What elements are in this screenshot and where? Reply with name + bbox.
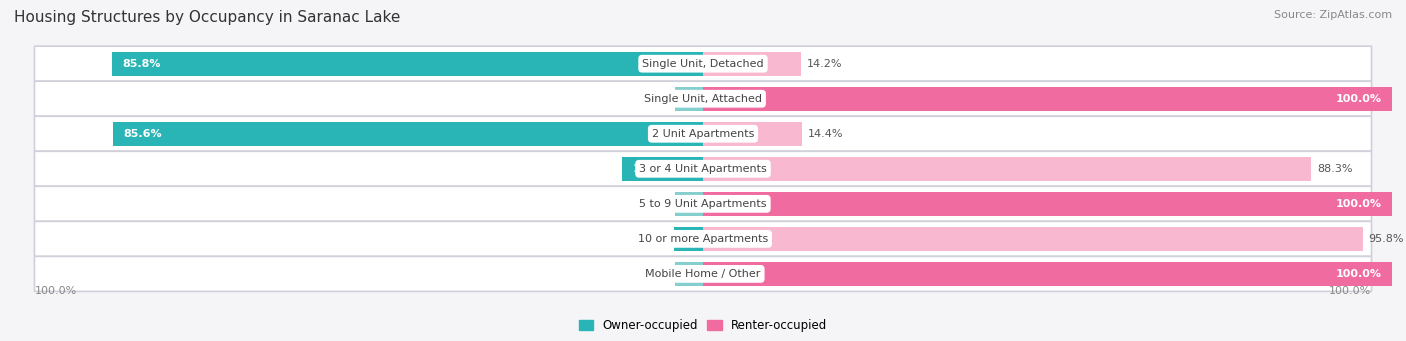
Text: 85.6%: 85.6% [124, 129, 162, 139]
Bar [114, 122, 703, 146]
FancyBboxPatch shape [35, 81, 1371, 116]
Bar [112, 52, 703, 76]
Text: 10 or more Apartments: 10 or more Apartments [638, 234, 768, 244]
Text: 100.0%: 100.0% [1336, 199, 1382, 209]
Bar [673, 227, 703, 251]
Text: Housing Structures by Occupancy in Saranac Lake: Housing Structures by Occupancy in Saran… [14, 10, 401, 25]
Bar [703, 262, 1392, 286]
Text: 95.8%: 95.8% [1368, 234, 1405, 244]
Text: 4.2%: 4.2% [685, 234, 716, 244]
Bar [703, 227, 1362, 251]
Bar [675, 192, 703, 216]
Bar [675, 262, 703, 286]
FancyBboxPatch shape [35, 151, 1371, 186]
Text: 100.0%: 100.0% [35, 286, 77, 296]
Text: 2 Unit Apartments: 2 Unit Apartments [652, 129, 754, 139]
FancyBboxPatch shape [35, 256, 1371, 292]
Text: Single Unit, Detached: Single Unit, Detached [643, 59, 763, 69]
Text: 0.0%: 0.0% [641, 269, 669, 279]
FancyBboxPatch shape [35, 116, 1371, 151]
Text: 14.4%: 14.4% [807, 129, 844, 139]
Text: 100.0%: 100.0% [1336, 94, 1382, 104]
Text: 11.7%: 11.7% [633, 164, 671, 174]
Text: 0.0%: 0.0% [641, 199, 669, 209]
Bar [703, 157, 1312, 181]
FancyBboxPatch shape [35, 46, 1371, 81]
Bar [703, 122, 803, 146]
Text: Mobile Home / Other: Mobile Home / Other [645, 269, 761, 279]
FancyBboxPatch shape [35, 186, 1371, 221]
FancyBboxPatch shape [35, 221, 1371, 256]
Text: 0.0%: 0.0% [641, 94, 669, 104]
Text: 85.8%: 85.8% [122, 59, 160, 69]
Text: 5 to 9 Unit Apartments: 5 to 9 Unit Apartments [640, 199, 766, 209]
Bar [703, 87, 1392, 110]
Bar [675, 87, 703, 110]
Text: 88.3%: 88.3% [1317, 164, 1353, 174]
Text: Source: ZipAtlas.com: Source: ZipAtlas.com [1274, 10, 1392, 20]
Bar [703, 52, 801, 76]
Bar [623, 157, 703, 181]
Text: 14.2%: 14.2% [807, 59, 842, 69]
Text: 100.0%: 100.0% [1329, 286, 1371, 296]
Text: 3 or 4 Unit Apartments: 3 or 4 Unit Apartments [640, 164, 766, 174]
Text: Single Unit, Attached: Single Unit, Attached [644, 94, 762, 104]
Legend: Owner-occupied, Renter-occupied: Owner-occupied, Renter-occupied [574, 314, 832, 337]
Text: 100.0%: 100.0% [1336, 269, 1382, 279]
Bar [703, 192, 1392, 216]
